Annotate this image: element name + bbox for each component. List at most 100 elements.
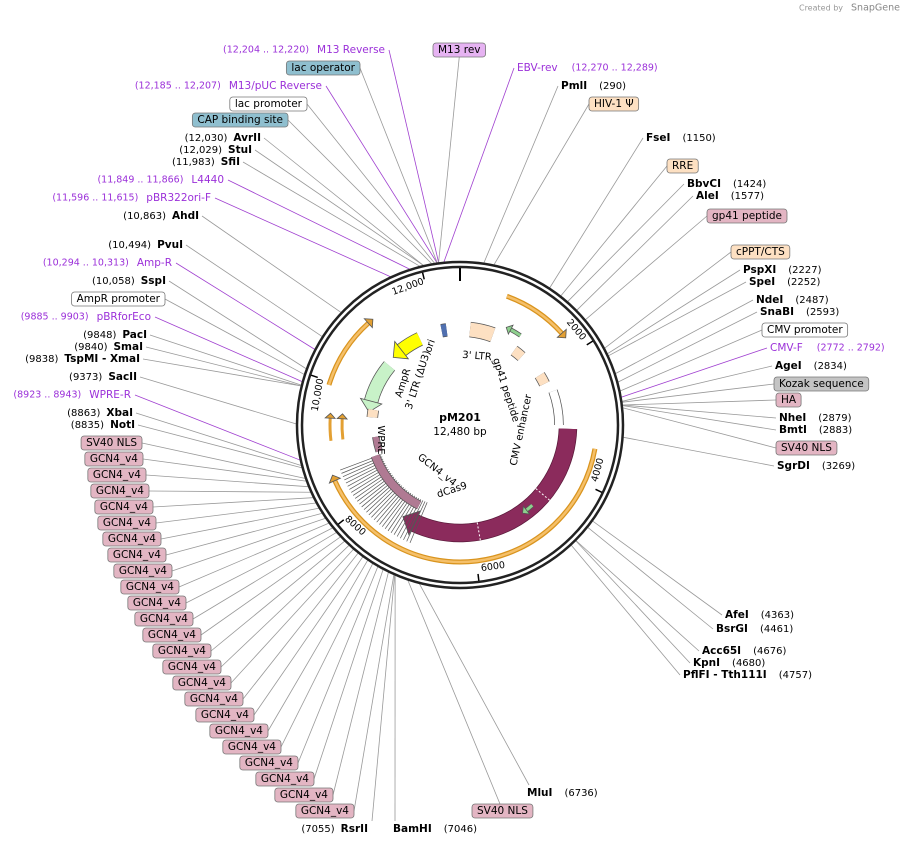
feature-leader <box>253 556 364 716</box>
feature-leader <box>622 399 777 406</box>
gcn4-hatch <box>409 502 428 543</box>
enzyme-name: SmaI <box>114 341 144 353</box>
feature-arc <box>372 436 383 453</box>
orange-arc <box>505 293 564 336</box>
feature-leader <box>148 490 311 493</box>
arrow-head <box>402 510 421 536</box>
enzyme-leader <box>142 358 301 387</box>
enzyme-leader <box>483 85 559 263</box>
feature-leader <box>267 560 368 732</box>
feature-leader <box>332 572 389 796</box>
enzyme-leader <box>185 244 323 337</box>
primer-name: Amp-R <box>137 257 172 269</box>
enzyme-position: (6736) <box>564 788 597 799</box>
enzyme-name: FseI <box>646 132 670 144</box>
feature-box <box>775 392 802 408</box>
feature-leader <box>185 527 333 604</box>
primer-name: WPRE-R <box>89 389 131 401</box>
primer-range: (11,849 .. 11,866) <box>97 175 183 186</box>
feature-name: GCN4_v4 <box>215 725 263 737</box>
feature-box <box>102 531 162 547</box>
feature-label: 3' LTR <box>462 350 492 364</box>
enzyme-leader <box>622 405 777 431</box>
enzyme-leader <box>371 575 396 822</box>
feature-box <box>134 611 194 627</box>
tick-label: 10,000 <box>310 378 327 413</box>
enzyme-position: (8835) <box>71 420 104 431</box>
feature-name: GCN4_v4 <box>126 581 174 593</box>
feature-box <box>87 467 147 483</box>
arrow-head <box>328 474 342 484</box>
feature-box <box>761 322 849 338</box>
enzyme-name: TspMI - XmaI <box>64 353 140 365</box>
enzyme-name: PmlI <box>561 80 587 92</box>
enzyme-position: (4680) <box>732 658 765 669</box>
enzyme-leader <box>587 527 714 630</box>
feature-box <box>222 739 282 755</box>
enzyme-position: (10,494) <box>108 240 151 251</box>
segment-mark <box>535 488 550 501</box>
primer-leader <box>621 347 768 398</box>
feature-name: GCN4_v4 <box>100 501 148 513</box>
feature-leader <box>171 517 326 572</box>
feature-leader <box>160 507 319 540</box>
tick-mark <box>421 272 425 280</box>
enzyme-name: AvrII <box>233 132 261 144</box>
tick-mark <box>586 340 594 346</box>
feature-name: lac promoter <box>235 98 303 110</box>
primer-name: EBV-rev <box>517 62 558 74</box>
enzyme-position: (4363) <box>761 610 794 621</box>
enzyme-name: BamHI <box>393 823 432 835</box>
enzyme-leader <box>622 365 773 402</box>
primer-name: pBRforEco <box>97 311 151 323</box>
primer-range: (12,185 .. 12,207) <box>135 81 221 92</box>
enzyme-position: (2227) <box>788 265 821 276</box>
feature-box <box>94 499 154 515</box>
feature-name: Kozak sequence <box>779 378 864 390</box>
feature-leader <box>407 580 501 805</box>
tick-mark <box>477 573 480 581</box>
feature-box <box>432 42 486 58</box>
enzyme-name: SgrDI <box>777 460 810 472</box>
feature-box <box>471 803 534 819</box>
enzyme-name: SfiI <box>221 156 240 168</box>
enzyme-position: (1150) <box>682 133 715 144</box>
primer-leader <box>443 67 515 262</box>
feature-leader <box>287 119 432 264</box>
feature-box <box>80 435 143 451</box>
feature-box <box>209 723 269 739</box>
feature-box <box>255 771 315 787</box>
feature-leader <box>313 569 384 780</box>
enzyme-leader <box>263 137 424 266</box>
feature-box <box>84 451 144 467</box>
feature-box <box>588 96 640 112</box>
feature-box <box>90 483 150 499</box>
tick-mark <box>337 519 345 525</box>
arrow-head <box>392 340 410 360</box>
enzyme-position: (8863) <box>67 408 100 419</box>
feature-leader <box>622 407 777 449</box>
feature-arc <box>549 389 563 426</box>
enzyme-name: StuI <box>228 144 252 156</box>
enzyme-leader <box>615 299 754 374</box>
primer-name: M13 Reverse <box>317 44 385 56</box>
feature-name: GCN4_v4 <box>113 549 161 561</box>
enzyme-leader <box>254 149 424 266</box>
feature-box <box>730 244 791 260</box>
tick-mark <box>310 374 318 379</box>
feature-name: SV40 NLS <box>781 442 832 454</box>
feature-box <box>285 60 361 76</box>
feature-leader <box>604 251 732 349</box>
feature-leader <box>178 522 329 588</box>
orange-arc <box>328 418 333 442</box>
gcn4-hatch <box>403 500 424 541</box>
tick-label: 6000 <box>480 560 505 574</box>
orange-arc-core <box>327 322 370 386</box>
enzyme-leader <box>608 281 747 357</box>
enzyme-leader <box>571 545 681 676</box>
enzyme-leader <box>623 436 775 467</box>
enzyme-position: (1577) <box>731 191 764 202</box>
enzyme-name: SacII <box>108 371 137 383</box>
enzyme-position: (9373) <box>69 372 102 383</box>
enzyme-name: MluI <box>527 787 552 799</box>
